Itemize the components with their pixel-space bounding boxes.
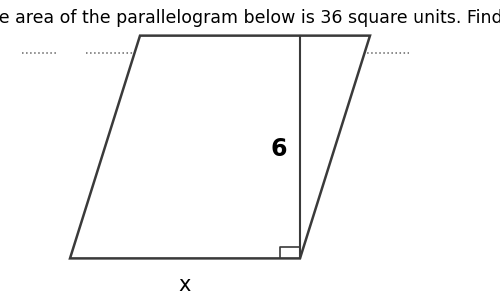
Text: 6: 6 <box>271 137 287 160</box>
Text: The area of the parallelogram below is 36 square units. Find x.: The area of the parallelogram below is 3… <box>0 9 500 27</box>
Text: x: x <box>179 275 191 295</box>
Polygon shape <box>70 36 370 258</box>
